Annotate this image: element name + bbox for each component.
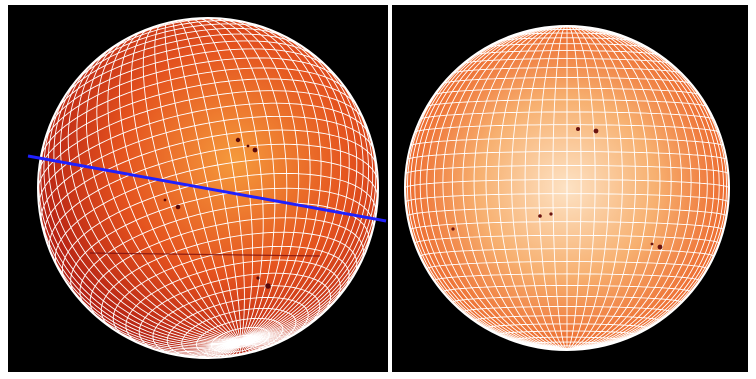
- grid-line: [240, 87, 374, 343]
- grid-line: [178, 20, 242, 343]
- grid-line: [473, 26, 568, 350]
- grid-line: [240, 24, 342, 343]
- sunspot: [265, 283, 271, 289]
- grid-line: [38, 185, 241, 346]
- grid-line: [240, 46, 364, 343]
- grid-line: [410, 28, 568, 350]
- grid-line: [240, 116, 377, 343]
- grid-line: [566, 26, 636, 350]
- left-dark-chord: [89, 252, 321, 257]
- grid-line: [442, 26, 568, 350]
- grid-line: [142, 26, 242, 343]
- grid-line: [566, 26, 582, 350]
- sunspot: [246, 144, 250, 148]
- grid-line: [566, 26, 672, 350]
- left-marker-line: [27, 154, 387, 223]
- grid-line: [433, 26, 568, 350]
- grid-line: [419, 26, 568, 350]
- grid-line: [38, 152, 241, 345]
- sunspot: [650, 242, 654, 246]
- grid-line: [196, 18, 264, 343]
- right-disk-limb: [404, 25, 730, 351]
- grid-line: [485, 26, 568, 350]
- grid-line: [566, 26, 692, 350]
- grid-line: [164, 22, 242, 343]
- grid-line: [240, 63, 370, 343]
- grid-line: [566, 26, 701, 350]
- grid-line: [552, 26, 568, 350]
- grid-line: [566, 26, 610, 350]
- grid-line: [190, 18, 254, 343]
- right-sunspots: [451, 127, 663, 250]
- grid-line: [462, 26, 568, 350]
- grid-line: [53, 69, 241, 343]
- grid-line: [451, 26, 568, 350]
- grid-line: [240, 29, 350, 343]
- grid-line: [47, 80, 241, 343]
- grid-line: [566, 26, 708, 350]
- grid-line: [566, 27, 720, 350]
- sunspot: [451, 227, 455, 231]
- grid-line: [538, 26, 568, 350]
- grid-line: [218, 18, 300, 343]
- sunspot: [538, 214, 542, 218]
- grid-line: [566, 26, 623, 350]
- left-disk-limb: [37, 17, 379, 359]
- grid-line: [76, 44, 241, 343]
- grid-line: [172, 21, 242, 343]
- sunspot: [576, 127, 580, 131]
- sunspot: [593, 128, 599, 134]
- grid-line: [40, 121, 241, 344]
- sunspot: [549, 212, 553, 216]
- grid-line: [154, 24, 242, 343]
- grid-line: [426, 26, 568, 350]
- sunspot: [235, 137, 241, 143]
- grid-line: [43, 97, 241, 344]
- right-solar-disk: [404, 25, 730, 351]
- left-sunspots: [163, 137, 271, 289]
- grid-line: [498, 26, 568, 350]
- grid-line: [204, 18, 276, 343]
- grid-line: [184, 19, 245, 343]
- grid-line: [224, 18, 311, 343]
- grid-line: [566, 26, 661, 350]
- grid-line: [107, 33, 241, 343]
- grid-line: [566, 26, 715, 350]
- grid-line: [233, 19, 322, 343]
- grid-line: [566, 26, 649, 350]
- left-heliographic-grid: [38, 18, 378, 358]
- grid-line: [414, 27, 568, 350]
- grid-line: [118, 30, 242, 343]
- sunspot: [163, 198, 167, 202]
- grid-line: [60, 58, 241, 343]
- sunspot: [252, 147, 258, 153]
- grid-line: [96, 37, 241, 343]
- grid-line: [67, 52, 241, 343]
- sunspot: [175, 204, 181, 210]
- grid-line: [524, 26, 568, 350]
- grid-line: [566, 26, 596, 350]
- grid-line: [86, 39, 241, 343]
- sunspot: [256, 276, 260, 280]
- grid-line: [566, 26, 683, 350]
- sunspot: [657, 244, 663, 250]
- grid-line: [511, 26, 568, 350]
- grid-line: [130, 27, 242, 343]
- grid-line: [240, 36, 358, 343]
- grid-line: [240, 22, 332, 343]
- grid-line: [209, 18, 288, 343]
- grid-line: [566, 28, 724, 350]
